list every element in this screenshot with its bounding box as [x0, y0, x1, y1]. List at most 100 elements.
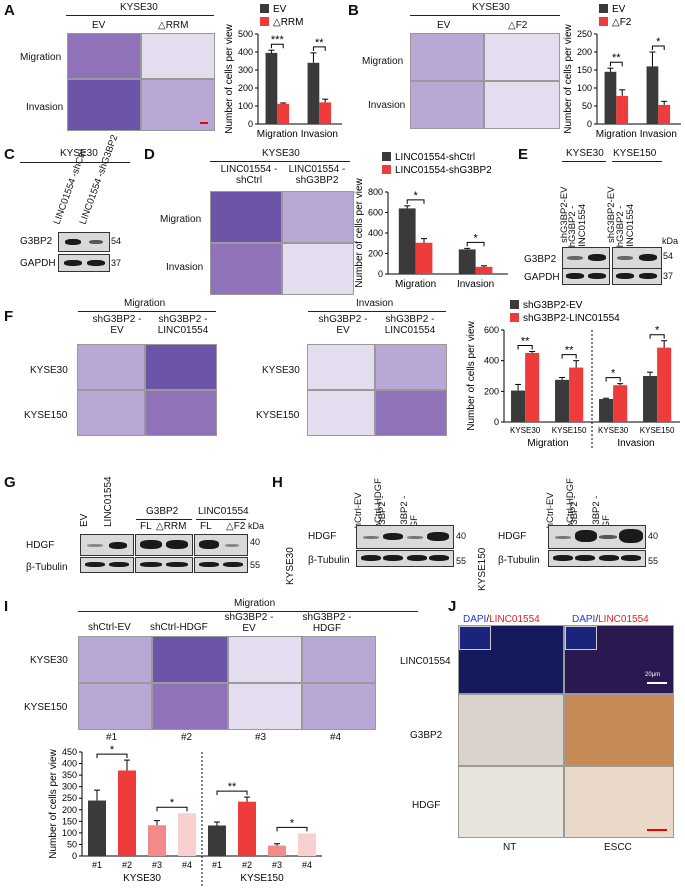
- sig-stars: ***: [271, 34, 285, 46]
- bar: [208, 825, 226, 856]
- panel-j-letter: J: [448, 598, 457, 615]
- bar: [555, 379, 570, 422]
- blot-e-kyse30-gapdh: [562, 268, 610, 285]
- legend-label: △F2: [612, 17, 632, 28]
- x-tick-label: KYSE150: [640, 426, 675, 435]
- sig-bracket: [609, 61, 623, 67]
- panel-f-col-2: shG3BP2 -LINC01554: [157, 314, 209, 336]
- sig-stars: **: [521, 335, 530, 347]
- micrograph-i-1-150: [78, 683, 152, 730]
- panel-d-cell-line: KYSE30: [262, 148, 300, 159]
- y-tick-label: 150: [577, 65, 592, 75]
- y-axis-label: Number of cells per view: [466, 320, 477, 430]
- panel-j-header-1: DAPI/LINC01554: [463, 614, 540, 625]
- panel-i-row-2: KYSE150: [24, 702, 68, 713]
- panel-i-num-4: #4: [330, 732, 342, 743]
- sig-bracket: [651, 45, 665, 50]
- sig-stars: *: [170, 797, 175, 809]
- panel-j-col-1: NT: [503, 842, 517, 853]
- y-tick-label: 0: [72, 851, 77, 861]
- y-tick-label: 200: [577, 47, 592, 57]
- panel-h-letter: H: [272, 474, 283, 491]
- panel-h-row-4: β-Tubulin: [498, 555, 540, 566]
- x-tick-label: #2: [242, 860, 252, 870]
- header-sep: /: [486, 614, 490, 625]
- panel-h-cell-line-2: KYSE150: [477, 547, 488, 591]
- y-tick-label: 400: [368, 228, 383, 238]
- bar: [657, 347, 672, 422]
- micrograph-a-rrm-migration: [141, 33, 215, 79]
- x-tick-label: #1: [92, 860, 102, 870]
- dapi-label: DAPI: [463, 614, 487, 625]
- sig-bracket: [466, 241, 485, 247]
- x-tick-label: #4: [302, 860, 312, 870]
- y-tick-label: 100: [577, 83, 592, 93]
- legend-label: shG3BP2-EV: [523, 300, 583, 311]
- micrograph-b-ev-migration: [410, 33, 484, 81]
- blot-e-kyse150-g3bp2: [612, 247, 662, 269]
- blot-c-g3bp2: [58, 232, 110, 252]
- micrograph-f-mig-ev-30: [77, 344, 145, 390]
- panel-j-scale: 20μm: [645, 672, 661, 678]
- bar: [265, 52, 278, 124]
- panel-c-cell-line: KYSE30: [60, 148, 98, 159]
- panel-e-row-2: GAPDH: [524, 272, 560, 283]
- legend-swatch: [260, 17, 269, 26]
- micrograph-i-3-30: [228, 636, 302, 683]
- bar: [599, 399, 614, 422]
- group-label: Migration: [527, 438, 568, 449]
- panel-a-col-2: △RRM: [158, 20, 189, 31]
- sig-stars: **: [565, 345, 574, 357]
- sig-bracket: [270, 43, 284, 49]
- panel-i-col-4: shG3BP2 -HDGF: [302, 612, 352, 634]
- x-tick-label: #1: [212, 860, 222, 870]
- blot-g-tub-3: [194, 557, 248, 573]
- blot-g-tub-2: [135, 557, 193, 573]
- panel-e-row-1: G3BP2: [524, 254, 557, 265]
- panel-g-linc-fl: FL: [200, 521, 212, 532]
- bar: [298, 833, 316, 856]
- y-tick-label: 600: [484, 325, 499, 335]
- panel-c-kda-2: 37: [111, 258, 122, 268]
- y-tick-label: 100: [62, 828, 77, 838]
- x-tick-label: Migration: [257, 129, 298, 140]
- bar: [118, 770, 136, 856]
- if-image-escc: 20μm: [564, 625, 674, 694]
- sig-stars: *: [110, 744, 115, 756]
- panel-d-letter: D: [144, 146, 155, 163]
- ihc-hdgf-nt: [458, 766, 564, 838]
- y-axis-label: Number of cells per view: [48, 748, 59, 858]
- ihc-g3bp2-escc: [564, 694, 674, 766]
- legend-label: △RRM: [273, 17, 303, 28]
- sig-bracket: [561, 354, 577, 359]
- blot-h-kyse150-tub: [548, 550, 646, 567]
- x-tick-label: Migration: [596, 129, 637, 140]
- legend-swatch: [599, 4, 608, 13]
- y-tick-label: 50: [67, 839, 77, 849]
- panel-c-row-1: G3BP2: [20, 236, 53, 247]
- bar: [268, 845, 286, 856]
- bar: [277, 103, 290, 124]
- micrograph-f-inv-linc-30: [375, 344, 447, 390]
- blot-h-kyse30-tub: [356, 550, 454, 567]
- sig-bracket: [156, 806, 188, 812]
- y-tick-label: 250: [577, 29, 592, 39]
- panel-i-letter: I: [4, 598, 9, 615]
- panel-i-num-3: #3: [255, 732, 267, 743]
- bar: [511, 390, 526, 422]
- legend-label: shG3BP2-LINC01554: [523, 313, 620, 324]
- scale-bar: [200, 122, 208, 124]
- dapi-label-2: DAPI: [572, 614, 596, 625]
- panel-j-row-2: G3BP2: [410, 730, 443, 741]
- panel-g-lane-ev: EV: [79, 513, 90, 527]
- panel-f-row-2: KYSE150: [24, 410, 68, 421]
- sig-stars: *: [473, 232, 478, 244]
- panel-e-kda-unit: kDa: [662, 236, 679, 246]
- micrograph-i-4-150: [302, 683, 376, 730]
- micrograph-i-1-30: [78, 636, 152, 683]
- panel-f-col-4: shG3BP2 -LINC01554: [384, 314, 436, 336]
- bar: [398, 208, 416, 274]
- blot-g-hdgf-3: [194, 534, 248, 556]
